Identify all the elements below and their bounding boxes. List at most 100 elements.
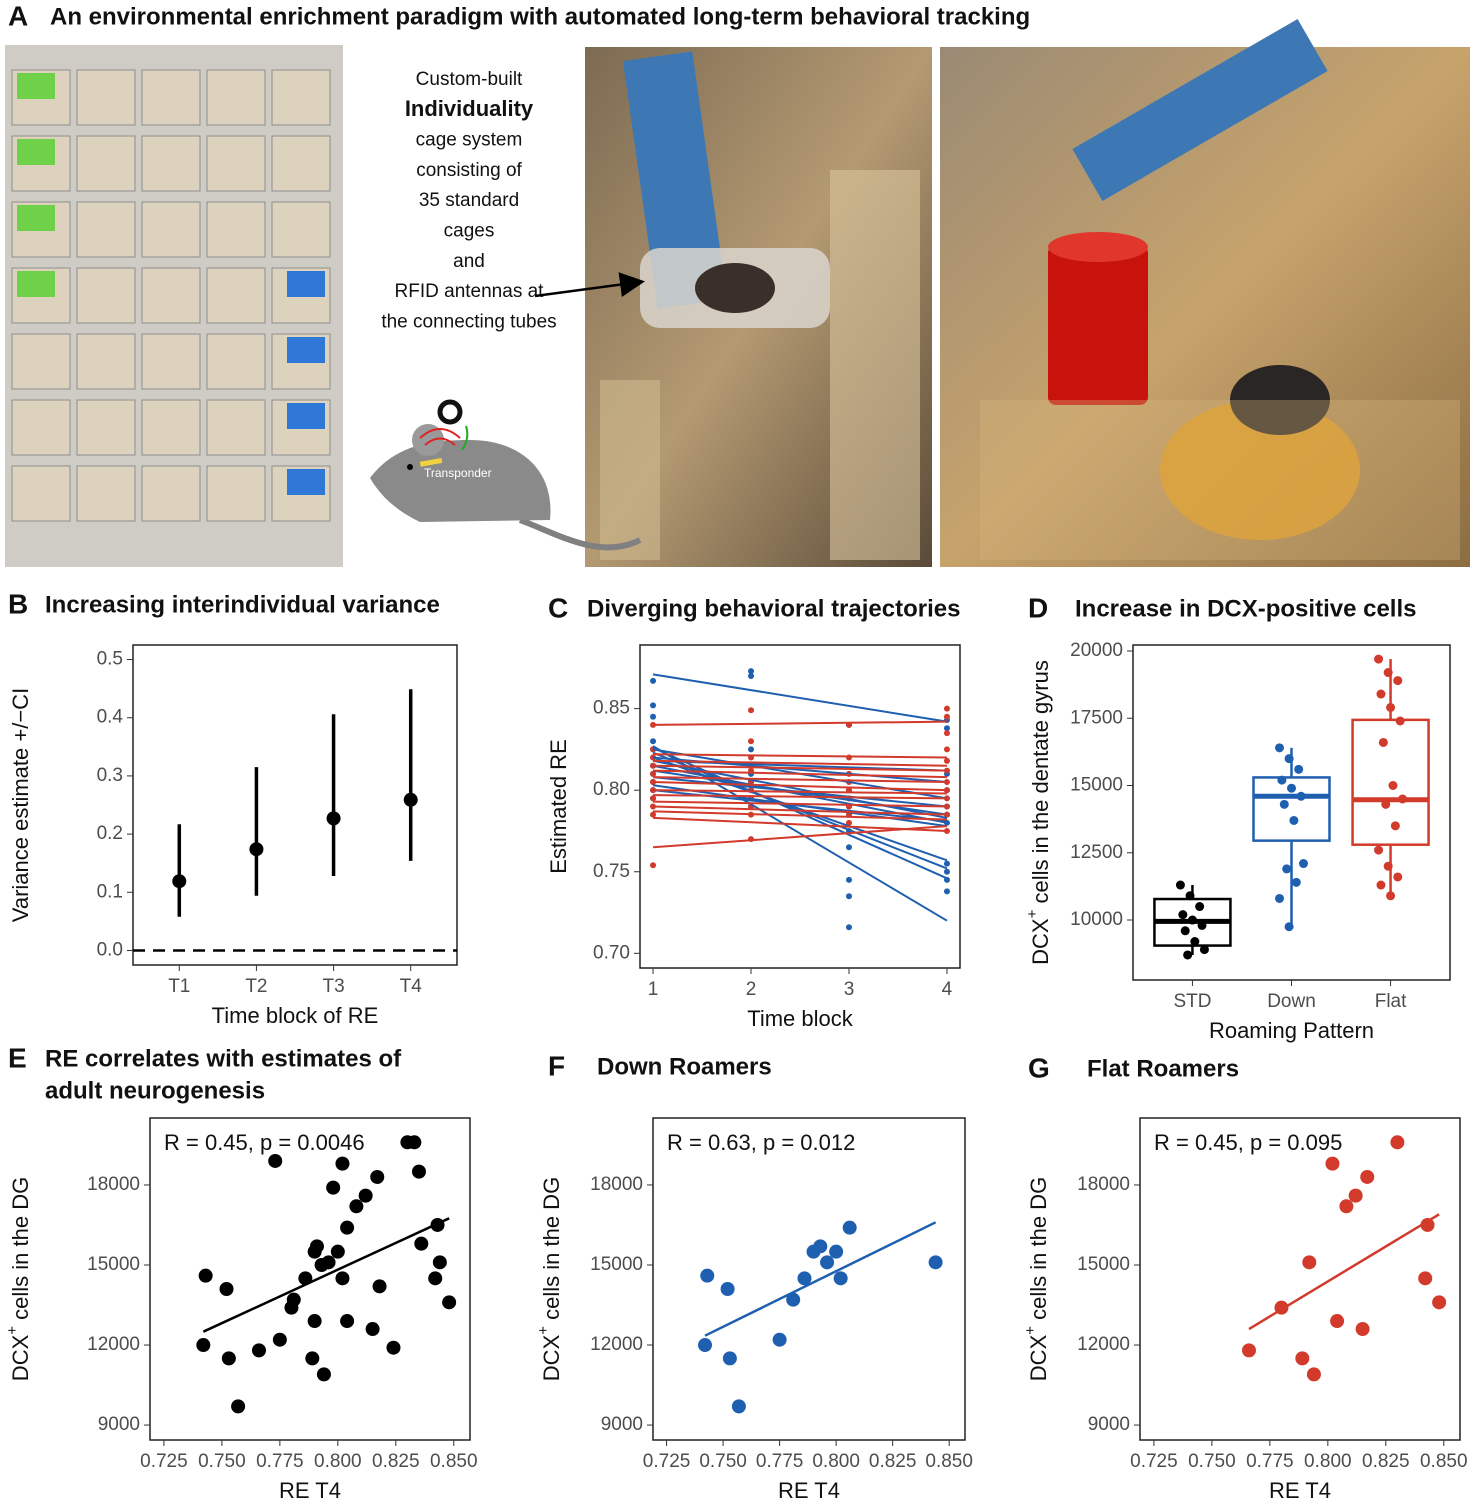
point: [943, 860, 950, 867]
x-tick-label: 3: [844, 979, 855, 1000]
point: [1295, 1351, 1310, 1366]
y-tick-label: 0.70: [593, 942, 630, 963]
point: [432, 1255, 447, 1270]
point: [1386, 891, 1396, 901]
point: [943, 888, 950, 895]
trajectory-line: [653, 759, 947, 767]
point: [943, 713, 950, 720]
y-axis-label: DCX+ cells in the DG: [4, 1177, 32, 1381]
point: [748, 707, 755, 714]
point: [1386, 702, 1396, 712]
point: [249, 842, 264, 857]
point: [1374, 845, 1384, 855]
point: [1282, 864, 1292, 874]
point: [833, 1271, 848, 1286]
panel-label: D: [1028, 592, 1048, 623]
cage: [271, 201, 331, 258]
cage: [11, 399, 71, 456]
description-line: the connecting tubes: [381, 311, 556, 332]
point: [309, 1239, 324, 1254]
plot-frame: [639, 644, 961, 969]
point: [1325, 1156, 1340, 1171]
trajectory-line: [653, 800, 947, 808]
y-axis-label-part: cells in the DG: [8, 1177, 33, 1326]
x-axis-label: Roaming Pattern: [1209, 1018, 1374, 1043]
mouse-icon: Transponder: [370, 399, 642, 551]
panel-label: A: [8, 0, 28, 31]
point: [1360, 1169, 1375, 1184]
card: [287, 337, 325, 363]
annotation: R = 0.63, p = 0.012: [667, 1130, 855, 1155]
point: [1376, 880, 1386, 890]
point: [813, 1239, 828, 1254]
description-line: cage system: [416, 130, 523, 151]
y-tick-label: 0.0: [97, 939, 123, 960]
y-tick-label: 0.4: [97, 707, 124, 728]
point: [829, 1244, 844, 1259]
cage: [11, 465, 71, 522]
x-tick-label: 0.825: [869, 1451, 917, 1472]
panel-title: RE correlates with estimates of: [45, 1045, 402, 1072]
point: [428, 1271, 443, 1286]
y-axis-label-sup: +: [1022, 1326, 1039, 1335]
point: [1398, 794, 1408, 804]
y-tick-label: 9000: [1088, 1414, 1130, 1435]
point: [1296, 791, 1306, 801]
point: [1180, 926, 1190, 936]
point: [797, 1271, 812, 1286]
point: [845, 876, 852, 883]
x-tick-label: 0.850: [1420, 1451, 1468, 1472]
point: [1390, 821, 1400, 831]
trajectory-line: [652, 759, 948, 819]
point: [326, 1180, 341, 1195]
plot-frame: [652, 1117, 966, 1441]
point: [1284, 754, 1294, 764]
point: [340, 1220, 355, 1235]
point: [772, 1332, 787, 1347]
point: [1348, 1188, 1363, 1203]
y-tick-label: 12000: [87, 1334, 140, 1355]
y-tick-label: 0.2: [97, 823, 123, 844]
x-axis-label: RE T4: [1269, 1478, 1331, 1500]
point: [1195, 902, 1205, 912]
y-tick-label: 0.75: [593, 861, 630, 882]
y-tick-label: 15000: [590, 1254, 643, 1275]
y-tick-label: 0.80: [593, 779, 630, 800]
card: [287, 469, 325, 495]
point: [442, 1295, 457, 1310]
x-tick-label: T4: [400, 976, 423, 997]
x-tick-label: 0.750: [198, 1451, 246, 1472]
point: [1275, 893, 1284, 903]
y-axis-label-sup: +: [4, 1326, 21, 1335]
point: [1287, 783, 1296, 793]
point: [845, 893, 852, 900]
panel-title: Increasing interindividual variance: [45, 591, 440, 618]
point: [1330, 1314, 1345, 1329]
x-tick-label: 0.825: [1362, 1451, 1410, 1472]
cage: [271, 135, 331, 192]
description-line: 35 standard: [419, 190, 519, 211]
card: [287, 271, 325, 297]
point: [358, 1188, 373, 1203]
x-tick-label: T1: [168, 976, 190, 997]
cage: [76, 399, 136, 456]
cage: [206, 135, 266, 192]
point: [272, 1332, 287, 1347]
y-axis-label-part: cells in the DG: [1026, 1177, 1051, 1326]
point: [650, 862, 657, 869]
point: [316, 1367, 331, 1382]
x-tick-label: 0.750: [699, 1451, 747, 1472]
point: [748, 746, 755, 753]
point: [1197, 920, 1207, 930]
point: [335, 1271, 350, 1286]
point: [786, 1292, 801, 1307]
point: [221, 1351, 236, 1366]
y-tick-label: 0.3: [97, 765, 123, 786]
y-tick-label: 17500: [1070, 707, 1123, 728]
y-tick-label: 18000: [1077, 1174, 1130, 1195]
cage: [271, 69, 331, 126]
x-tick-label: 0.850: [925, 1451, 973, 1472]
cage: [141, 267, 201, 324]
point: [1432, 1295, 1447, 1310]
